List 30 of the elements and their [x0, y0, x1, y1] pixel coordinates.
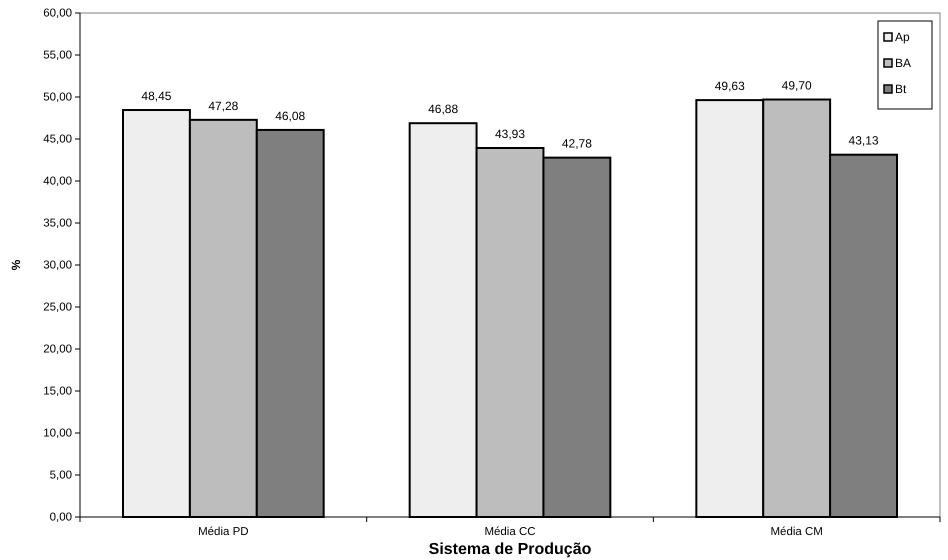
y-tick-label: 15,00: [43, 386, 72, 398]
y-tick-label: 55,00: [43, 50, 72, 62]
y-tick-label: 40,00: [43, 176, 72, 188]
legend-label: BA: [895, 56, 912, 70]
x-tick-label: Média CM: [770, 526, 823, 538]
y-tick-label: 30,00: [43, 260, 72, 272]
y-tick-label: 45,00: [43, 134, 72, 146]
y-tick-label: 35,00: [43, 218, 72, 230]
data-label: 46,88: [428, 102, 458, 116]
data-label: 49,63: [714, 79, 746, 94]
x-axis-title: Sistema de Produção: [428, 541, 592, 558]
y-tick-label: 0,00: [50, 512, 72, 524]
data-label: 43,93: [494, 126, 526, 141]
y-tick-label: 5,00: [50, 470, 72, 482]
data-label: 48,45: [141, 89, 172, 104]
data-label: 49,70: [782, 78, 812, 93]
data-label: 42,78: [562, 136, 592, 151]
y-tick-label: 10,00: [43, 428, 72, 440]
x-tick-label: Média PD: [198, 526, 249, 538]
data-label: 43,13: [848, 134, 879, 148]
y-axis-title: %: [9, 259, 23, 270]
legend-label: Bt: [895, 82, 908, 96]
legend-label: Ap: [895, 30, 910, 44]
y-tick-label: 20,00: [43, 344, 72, 356]
y-tick-label: 25,00: [43, 302, 72, 314]
data-label: 47,28: [208, 98, 239, 113]
data-label: 46,08: [275, 108, 306, 123]
y-tick-label: 50,00: [43, 92, 72, 104]
x-tick-label: Média CC: [484, 526, 536, 538]
y-tick-label: 60,00: [43, 8, 72, 20]
